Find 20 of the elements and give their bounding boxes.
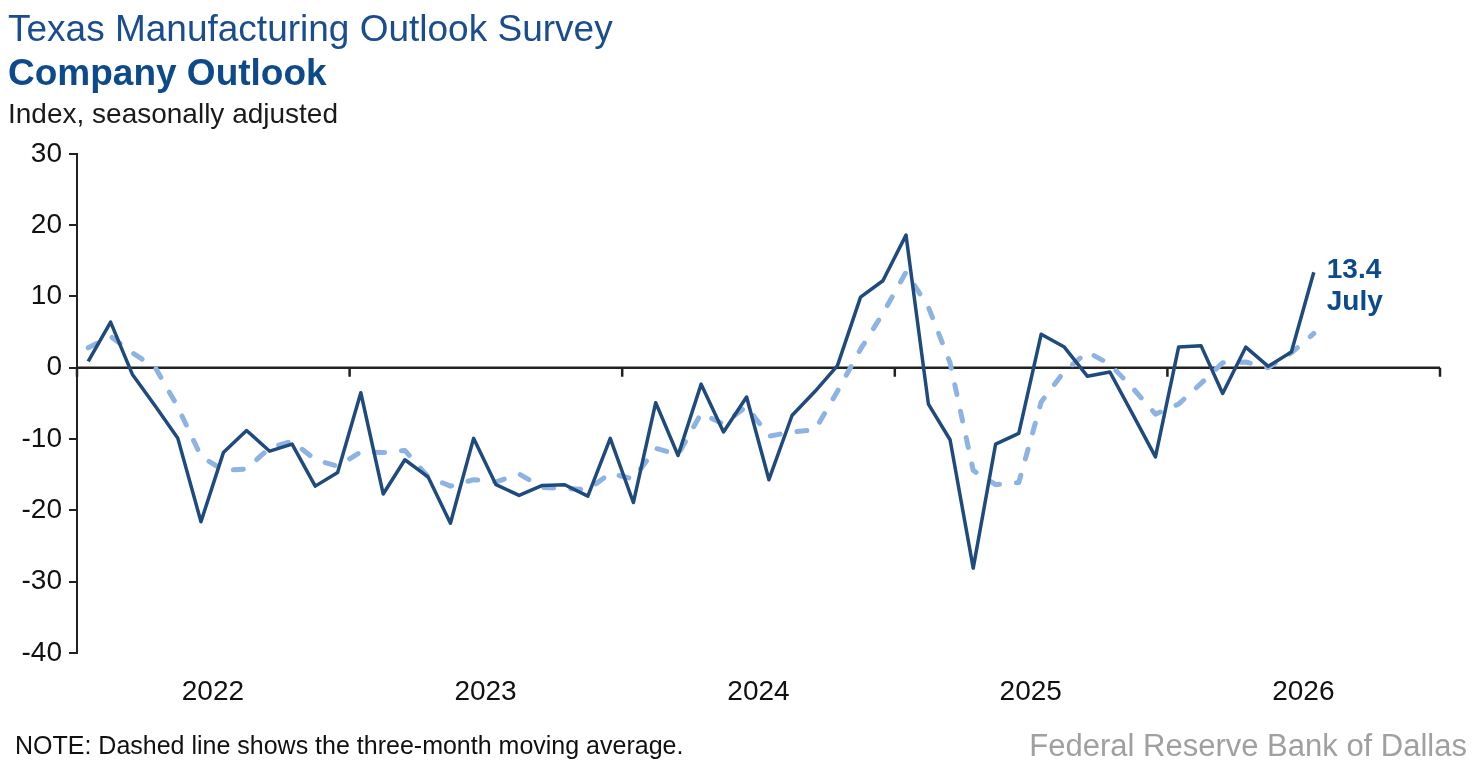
y-tick-label: -40 (21, 635, 62, 667)
x-tick-label: 2022 (181, 674, 245, 706)
y-tick-label: -20 (21, 493, 62, 525)
y-tick-label: 0 (46, 350, 62, 382)
annotation: July (1326, 284, 1384, 316)
y-tick-label: 20 (30, 207, 62, 239)
y-tick-label: -10 (21, 421, 62, 453)
x-tick-label: 2024 (727, 674, 790, 706)
y-tick-label: -30 (21, 564, 62, 596)
y-axis-title: Index, seasonally adjusted (8, 98, 338, 129)
x-tick-label: 2025 (999, 674, 1062, 706)
x-tick-label: 2023 (454, 674, 517, 706)
x-tick-label: 2026 (1272, 674, 1335, 706)
y-tick-label: 10 (30, 279, 62, 311)
chart-subtitle: Company Outlook (8, 52, 327, 93)
text: Federal Reserve Bank of Dallas (1029, 728, 1467, 763)
y-tick-label: 30 (30, 136, 62, 168)
chart-title: Texas Manufacturing Outlook Survey (8, 8, 613, 49)
text: NOTE: Dashed line shows the three-month moving average. (15, 731, 684, 759)
data-label: 13.4 (1326, 252, 1382, 284)
